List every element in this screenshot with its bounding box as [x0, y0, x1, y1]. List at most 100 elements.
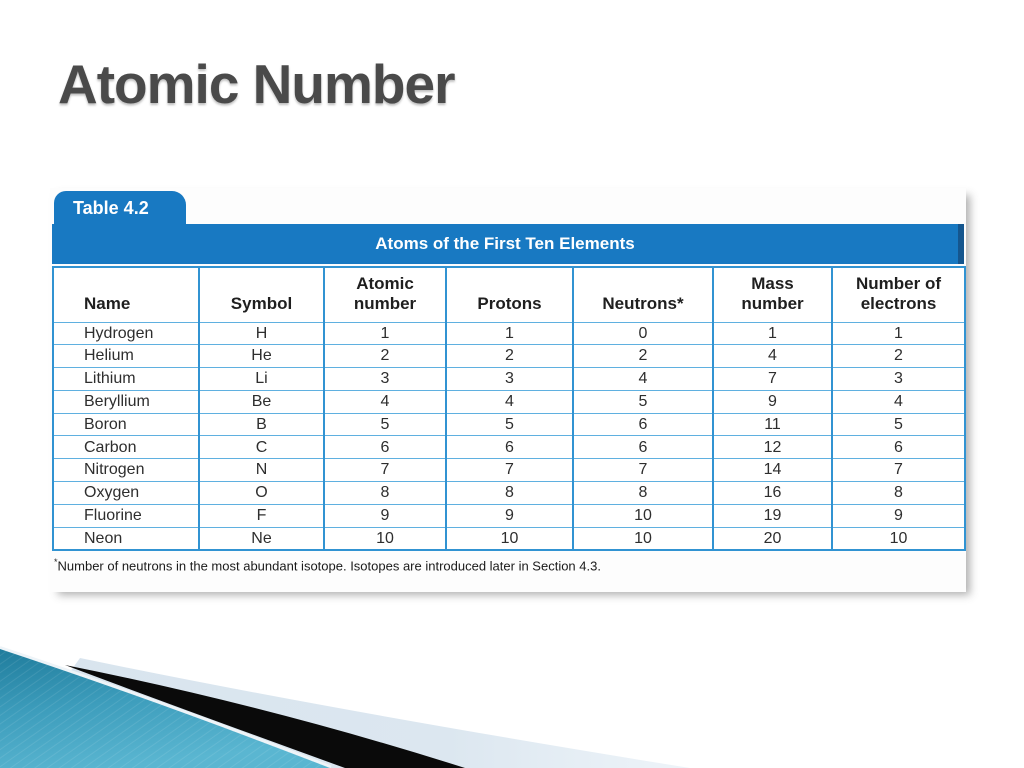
- table-row: Oxygen O 8 8 8 16 8: [52, 481, 965, 505]
- table-cell: 5: [323, 412, 446, 436]
- bottom-decoration: [0, 646, 690, 768]
- table-cell: Ne: [198, 526, 324, 550]
- footnote-text: Number of neutrons in the most abundant …: [57, 558, 601, 574]
- table-cell: H: [198, 321, 324, 345]
- table-cell: 6: [831, 435, 965, 459]
- table-cell: 10: [323, 526, 446, 550]
- table-cell: Nitrogen: [52, 458, 199, 482]
- table-cell: 14: [712, 458, 832, 482]
- table-cell: C: [198, 435, 324, 459]
- table-cell: 5: [572, 389, 713, 414]
- table-cell: Helium: [52, 344, 199, 368]
- table-cell: 1: [445, 321, 573, 345]
- table-cell: 1: [323, 321, 446, 345]
- table-figure: Table 4.2 Atoms of the First Ten Element…: [50, 188, 966, 592]
- table-cell: 2: [831, 344, 965, 368]
- table-cell: 7: [445, 458, 573, 482]
- table-cell: 2: [572, 344, 713, 368]
- table-cell: 9: [445, 503, 573, 528]
- table-cell: 7: [323, 458, 446, 482]
- table-cell: 1: [831, 321, 965, 345]
- table-cell: 4: [445, 389, 573, 414]
- table-row: Hydrogen H 1 1 0 1 1: [52, 321, 965, 345]
- table-cell: 1: [712, 321, 832, 345]
- table-row: Carbon C 6 6 6 12 6: [52, 435, 965, 459]
- table-cell: 4: [712, 344, 832, 368]
- table-cell: 7: [831, 458, 965, 482]
- table-row: Neon Ne 10 10 10 20 10: [52, 526, 965, 550]
- table-cell: 10: [831, 526, 965, 550]
- table-cell: 7: [712, 367, 832, 391]
- column-header-name: Name: [52, 267, 199, 323]
- table-cell: 3: [445, 367, 573, 391]
- column-header-symbol: Symbol: [198, 267, 324, 323]
- table-cell: 19: [712, 503, 832, 528]
- table-cell: He: [198, 344, 324, 368]
- column-header-mass-number: Mass number: [712, 267, 832, 323]
- table-cell: 6: [572, 435, 713, 459]
- table-cell: 6: [445, 435, 573, 459]
- table-cell: O: [198, 481, 324, 505]
- table-grid: Name Symbol Atomic number Protons Neutro…: [52, 266, 966, 551]
- table-cell: 10: [572, 503, 713, 528]
- table-number-tab: Table 4.2: [54, 191, 186, 225]
- table-cell: 11: [712, 412, 832, 436]
- black-stripe-shape: [65, 665, 465, 768]
- teal-wedge-texture: [0, 649, 330, 768]
- table-cell: Fluorine: [52, 503, 199, 528]
- table-cell: Boron: [52, 412, 199, 436]
- table-cell: 7: [572, 458, 713, 482]
- table-row: Beryllium Be 4 4 5 9 4: [52, 389, 965, 414]
- table-cell: 6: [572, 412, 713, 436]
- table-cell: 3: [831, 367, 965, 391]
- table-cell: 2: [445, 344, 573, 368]
- table-row: Boron B 5 5 6 11 5: [52, 412, 965, 436]
- column-header-atomic-number: Atomic number: [323, 267, 446, 323]
- table-header-row: Name Symbol Atomic number Protons Neutro…: [52, 267, 965, 323]
- column-header-electrons: Number of electrons: [831, 267, 965, 323]
- table-footnote: *Number of neutrons in the most abundant…: [54, 557, 954, 573]
- table-row: Lithium Li 3 3 4 7 3: [52, 367, 965, 391]
- table-cell: 8: [445, 481, 573, 505]
- table-cell: 9: [323, 503, 446, 528]
- footnote-marker: *: [54, 557, 58, 567]
- table-cell: 4: [572, 367, 713, 391]
- table-cell: 8: [572, 481, 713, 505]
- table-cell: Beryllium: [52, 389, 199, 414]
- elements-table: Name Symbol Atomic number Protons Neutro…: [52, 266, 966, 551]
- table-cell: 4: [323, 389, 446, 414]
- table-cell: 2: [323, 344, 446, 368]
- table-cell: 10: [572, 526, 713, 550]
- table-cell: N: [198, 458, 324, 482]
- table-cell: B: [198, 412, 324, 436]
- table-body: Hydrogen H 1 1 0 1 1 Helium He 2 2 2 4 2 Lithium Li 3 3 4 7…: [52, 321, 965, 550]
- table-row: Helium He 2 2 2 4 2: [52, 344, 965, 368]
- table-title-banner: Atoms of the First Ten Elements: [52, 224, 964, 264]
- table-cell: Carbon: [52, 435, 199, 459]
- table-cell: 5: [445, 412, 573, 436]
- table-cell: 5: [831, 412, 965, 436]
- table-cell: 4: [831, 389, 965, 414]
- table-cell: Hydrogen: [52, 321, 199, 345]
- table-cell: 20: [712, 526, 832, 550]
- table-cell: Oxygen: [52, 481, 199, 505]
- table-row: Nitrogen N 7 7 7 14 7: [52, 458, 965, 482]
- table-cell: 8: [831, 481, 965, 505]
- table-cell: 16: [712, 481, 832, 505]
- table-cell: 3: [323, 367, 446, 391]
- slide-title: Atomic Number: [58, 53, 455, 115]
- table-cell: 10: [445, 526, 573, 550]
- table-cell: 6: [323, 435, 446, 459]
- table-title-text: Atoms of the First Ten Elements: [375, 234, 635, 253]
- table-cell: Neon: [52, 526, 199, 550]
- table-cell: Li: [198, 367, 324, 391]
- table-row: Fluorine F 9 9 10 19 9: [52, 503, 965, 528]
- table-cell: Lithium: [52, 367, 199, 391]
- column-header-neutrons: Neutrons*: [572, 267, 713, 323]
- table-cell: F: [198, 503, 324, 528]
- table-header: Name Symbol Atomic number Protons Neutro…: [52, 267, 965, 323]
- gap-highlight-line: [0, 646, 332, 768]
- column-header-protons: Protons: [445, 267, 573, 323]
- table-cell: 9: [831, 503, 965, 528]
